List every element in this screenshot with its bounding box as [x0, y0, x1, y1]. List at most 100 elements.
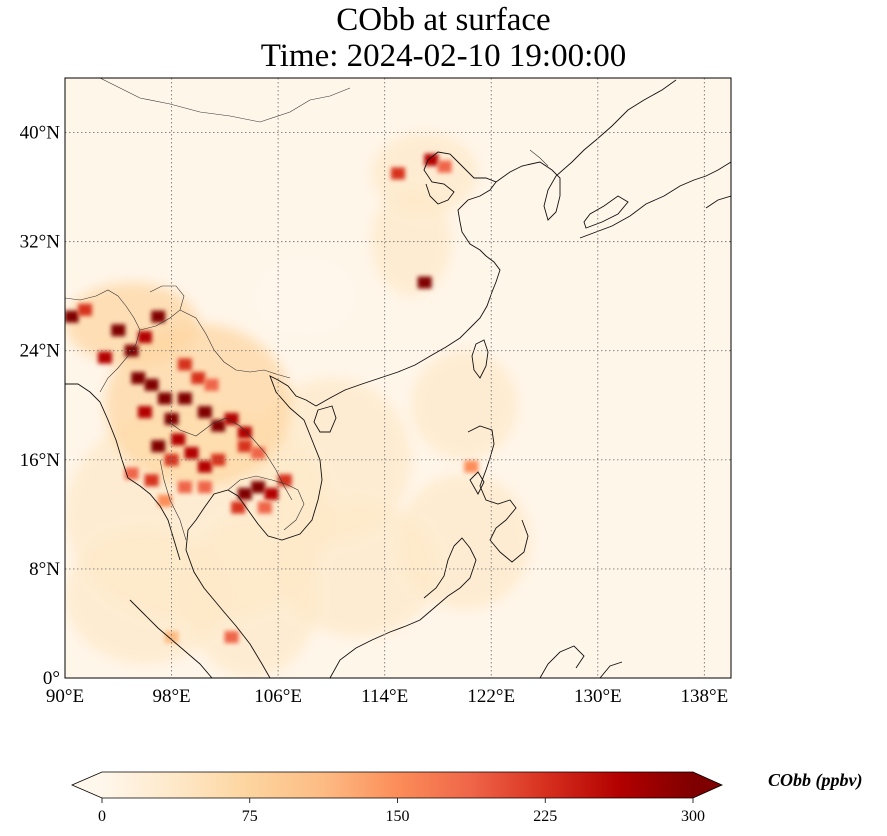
- lon-tick-label: 106°E: [254, 686, 302, 707]
- coastline-bay-of-bengal: [65, 383, 181, 561]
- border-north-korea: [529, 149, 549, 167]
- hotspot-cell: [224, 631, 239, 644]
- hotspot-cell: [224, 412, 239, 425]
- hotspot-cell: [177, 481, 192, 494]
- coastline-sulawesi: [539, 645, 623, 678]
- coastline-borneo: [329, 537, 477, 678]
- border-thailand-laos: [165, 417, 293, 501]
- colorbar-tick-label: 300: [681, 808, 705, 825]
- map-plot-area: [65, 78, 731, 678]
- haze-blob: [251, 255, 359, 338]
- hotspot-cell: [144, 474, 159, 487]
- hotspot-cell: [437, 160, 452, 173]
- lat-tick-label: 0°: [43, 668, 60, 689]
- lat-tick-label: 24°N: [20, 341, 61, 362]
- haze-blob: [371, 187, 452, 297]
- haze-blob: [251, 378, 412, 542]
- colorbar-extend-max: [693, 772, 722, 798]
- hotspot-cell: [164, 631, 179, 644]
- hotspot-cell: [197, 481, 212, 494]
- lon-tick-label: 90°E: [46, 686, 84, 707]
- coastline-sumatra: [129, 599, 213, 678]
- hotspot-cell: [264, 487, 279, 500]
- hotspot-cell: [177, 358, 192, 371]
- colorbar-tick-label: 225: [533, 808, 557, 825]
- hotspot-cell: [251, 447, 266, 459]
- colorbar: 0 75 150 225 300: [70, 771, 723, 825]
- hotspot-cell: [191, 372, 206, 384]
- hotspot-cell: [184, 447, 199, 459]
- lat-tick-label: 8°N: [29, 559, 60, 580]
- border-thai-myanmar: [159, 459, 187, 541]
- map-title-line2: Time: 2024-02-10 19:00:00: [260, 38, 627, 74]
- map-frame: [64, 77, 732, 679]
- hotspot-cell: [231, 501, 246, 514]
- lon-tick-label: 114°E: [361, 686, 408, 707]
- hotspot-cell: [111, 324, 126, 337]
- hotspot-cell: [257, 501, 272, 514]
- lon-tick-label: 122°E: [467, 686, 515, 707]
- coastline-indochina: [185, 375, 323, 678]
- hotspot-cell: [65, 310, 79, 323]
- hotspot-cell: [97, 351, 112, 364]
- lon-tick-label: 130°E: [574, 686, 622, 707]
- hotspot-cell: [237, 426, 252, 439]
- map-title: CObb at surface Time: 2024-02-10 19:00:0…: [0, 2, 887, 74]
- lon-tick-label: 138°E: [681, 686, 729, 707]
- hotspot-cell: [237, 487, 252, 500]
- hotspot-cell: [391, 167, 405, 180]
- concentration-hotspot-layer: [65, 153, 479, 644]
- border-myanmar-india: [65, 289, 141, 393]
- national-borders: [65, 78, 549, 541]
- hotspot-cell: [137, 406, 152, 419]
- hotspot-cell: [157, 392, 172, 405]
- gridlines: [65, 78, 731, 678]
- lat-tick-label: 32°N: [20, 232, 61, 253]
- hotspot-cell: [204, 378, 219, 391]
- hotspot-cell: [124, 467, 139, 480]
- hotspot-cell: [197, 460, 212, 473]
- lat-tick-label: 16°N: [20, 450, 61, 471]
- hotspot-cell: [251, 481, 266, 494]
- hotspot-cell: [131, 372, 146, 384]
- lat-tick-label: 40°N: [20, 123, 61, 144]
- hotspot-cell: [177, 392, 192, 405]
- border-china-south: [139, 285, 291, 379]
- longitude-tick-labels: 90°E 98°E 106°E 114°E 122°E 130°E 138°E: [46, 686, 728, 707]
- colorbar-tick-label: 0: [98, 808, 106, 825]
- hotspot-cell: [197, 406, 212, 419]
- colorbar-body: [72, 772, 693, 798]
- hotspot-cell: [151, 440, 166, 453]
- coastline-taiwan: [471, 339, 489, 379]
- hotspot-cell: [144, 378, 159, 391]
- hotspot-cell: [151, 310, 166, 323]
- colorbar-title: CObb (ppbv): [768, 770, 863, 790]
- coastline-hainan: [313, 405, 337, 433]
- colorbar-ticks: 0 75 150 225 300: [98, 798, 705, 825]
- lon-tick-label: 98°E: [152, 686, 190, 707]
- hotspot-cell: [277, 474, 292, 487]
- colorbar-extend-min: [72, 772, 102, 798]
- hotspot-cell: [137, 331, 152, 344]
- haze-blob: [65, 528, 225, 665]
- coastlines: [65, 79, 731, 678]
- hotspot-cell: [424, 153, 439, 166]
- coastline-korea: [495, 79, 677, 221]
- coastline-philippines: [467, 425, 529, 563]
- hotspot-cell: [237, 440, 252, 453]
- hotspot-cell: [171, 433, 186, 446]
- coastline-japan: [579, 161, 731, 239]
- hotspot-cell: [417, 276, 432, 289]
- haze-blob: [411, 350, 518, 460]
- latitude-tick-labels: 0° 8°N 16°N 24°N 32°N 40°N: [20, 123, 61, 689]
- colorbar-tick-label: 150: [386, 808, 410, 825]
- hotspot-cell: [464, 460, 479, 473]
- border-cambodia: [227, 475, 305, 531]
- map-title-line1: CObb at surface: [336, 2, 551, 38]
- border-mongolia: [99, 78, 351, 123]
- coastline-china: [315, 151, 501, 407]
- hotspot-cell: [157, 494, 172, 507]
- hotspot-cell: [77, 303, 92, 316]
- hotspot-cell: [164, 453, 179, 466]
